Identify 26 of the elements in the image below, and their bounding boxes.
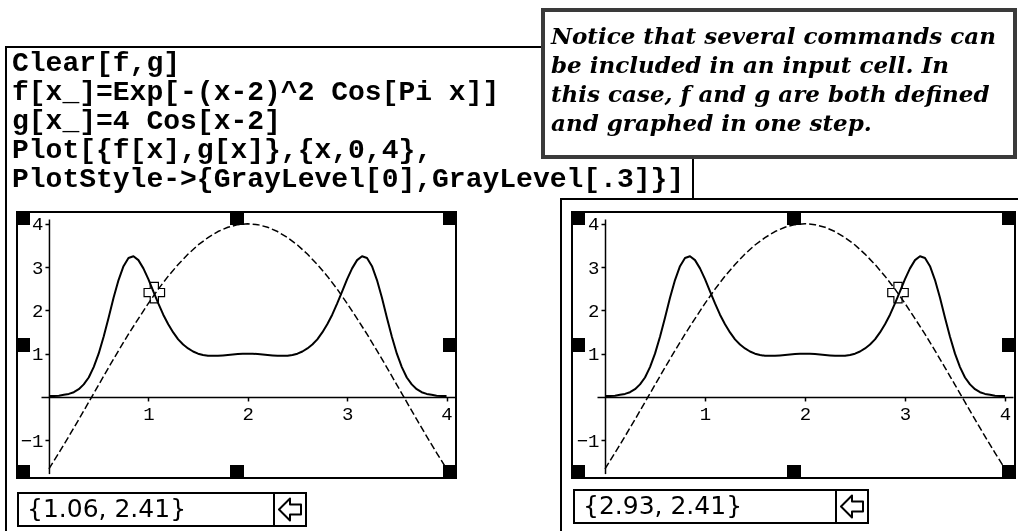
- y-tick-label: −1: [20, 430, 43, 453]
- y-tick-label: 4: [31, 214, 43, 237]
- y-tick-label: 3: [588, 257, 600, 280]
- y-tick-label: 4: [588, 214, 600, 237]
- text: PlotStyle->{GrayLevel[0],GrayLevel[.3]}]: [12, 164, 685, 195]
- x-tick-label: 2: [799, 404, 812, 427]
- text: Plot[{f[x],g[x]},{x,0,4},: [12, 135, 433, 166]
- text: Clear[f,g]: [12, 48, 181, 79]
- x-tick-label: 2: [242, 404, 254, 427]
- y-tick-label: 1: [588, 344, 600, 367]
- x-tick-label: 3: [899, 404, 912, 427]
- y-tick-label: 1: [31, 344, 43, 367]
- x-tick-label: 3: [341, 404, 353, 427]
- text: f[x_]=Exp[-(x-2)^2 Cos[Pi x]]: [12, 77, 500, 108]
- x-tick-label: 1: [699, 404, 712, 427]
- text: g[x_]=4 Cos[x-2]: [12, 106, 281, 137]
- y-tick-label: 2: [588, 300, 600, 323]
- x-tick-label: 1: [142, 404, 155, 427]
- x-tick-label: 4: [999, 404, 1012, 427]
- y-tick-label: −1: [576, 430, 600, 453]
- x-tick-label: 4: [440, 404, 453, 427]
- y-tick-label: 2: [31, 300, 43, 323]
- text: {1.06, 2.41}: [27, 494, 187, 524]
- text: {2.93, 2.41}: [583, 491, 743, 521]
- y-tick-label: 3: [31, 257, 43, 280]
- text: Notice that several commands can be included in an input cell. In this case, f and g are both defined and graphed in one step.: [551, 21, 997, 137]
